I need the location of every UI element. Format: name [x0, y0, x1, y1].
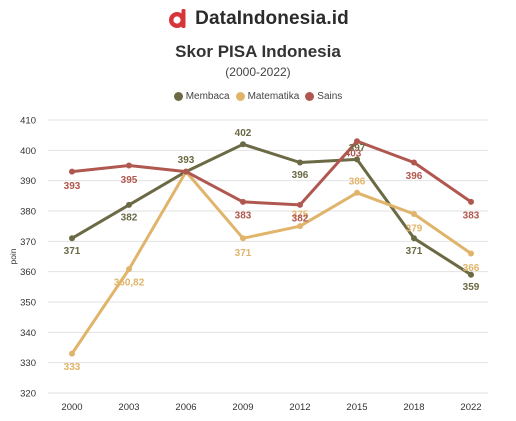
y-tick-label: 360 — [20, 267, 36, 278]
legend-marker-membaca — [173, 92, 183, 101]
data-point-membaca — [69, 235, 75, 242]
y-tick-label: 380 — [20, 207, 36, 218]
data-point-membaca — [240, 141, 246, 148]
data-point-sains — [126, 162, 132, 169]
data-point-matematika — [468, 250, 474, 257]
data-point-matematika — [354, 189, 360, 196]
data-label-membaca: 402 — [235, 128, 252, 139]
data-point-sains — [411, 159, 417, 166]
legend-label-sains: Sains — [317, 91, 343, 102]
x-tick-label: 2018 — [403, 402, 424, 413]
data-indonesia-logo-icon — [169, 9, 186, 28]
x-tick-label: 2000 — [61, 402, 82, 413]
data-label-sains: 383 — [463, 210, 480, 221]
brand-header: DataIndonesia.id — [0, 8, 516, 30]
data-label-sains: 396 — [406, 171, 423, 182]
data-point-sains — [69, 168, 75, 175]
data-point-membaca — [126, 201, 132, 208]
x-tick-label: 2022 — [460, 402, 481, 413]
y-tick-label: 330 — [20, 358, 36, 369]
data-point-matematika — [411, 211, 417, 218]
data-label-sains: 383 — [235, 210, 252, 221]
legend-marker-matematika — [235, 92, 245, 101]
chart-legend: Membaca Matematika Sains — [0, 91, 516, 102]
data-label-matematika: 333 — [64, 362, 81, 373]
legend-marker-sains — [305, 92, 315, 101]
y-tick-label: 370 — [20, 237, 36, 248]
legend-label-matematika: Matematika — [247, 91, 300, 102]
x-tick-label: 2015 — [346, 402, 367, 413]
data-point-sains — [240, 198, 246, 205]
series-line-membaca — [70, 142, 473, 277]
x-tick-label: 2012 — [289, 402, 310, 413]
x-tick-label: 2006 — [175, 402, 196, 413]
series-line-sains — [70, 139, 473, 207]
data-label-membaca: 396 — [292, 170, 309, 181]
legend-item-membaca: Membaca — [173, 91, 230, 102]
data-point-membaca — [297, 159, 303, 166]
data-point-matematika — [240, 235, 246, 242]
data-point-matematika — [297, 223, 303, 230]
data-point-matematika — [126, 266, 132, 273]
data-label-matematika: 379 — [406, 224, 423, 235]
data-label-membaca: 382 — [121, 212, 138, 223]
data-label-membaca: 371 — [406, 246, 423, 257]
chart-title: Skor PISA Indonesia — [175, 42, 341, 61]
y-tick-label: 410 — [20, 116, 36, 127]
x-tick-label: 2003 — [118, 402, 139, 413]
data-label-matematika: 386 — [349, 176, 366, 187]
data-label-membaca: 371 — [64, 246, 81, 257]
data-point-sains — [354, 138, 360, 145]
y-tick-label: 320 — [20, 389, 36, 400]
data-label-matematika: 366 — [463, 263, 480, 274]
data-label-membaca: 359 — [463, 282, 480, 293]
data-label-sains: 382 — [292, 213, 309, 224]
data-point-matematika — [69, 350, 75, 357]
data-point-sains — [468, 198, 474, 205]
y-tick-label: 340 — [20, 328, 36, 339]
data-point-sains — [183, 168, 189, 175]
data-label-matematika: 360,82 — [114, 278, 145, 289]
data-label-sains: 395 — [121, 175, 138, 186]
data-point-sains — [297, 201, 303, 208]
y-tick-label: 400 — [20, 146, 36, 157]
data-label-sains: 393 — [64, 181, 81, 192]
data-label-matematika: 375 — [292, 210, 309, 221]
data-point-membaca — [411, 235, 417, 242]
data-point-membaca — [354, 156, 360, 163]
brand-name: DataIndonesia.id — [195, 8, 349, 29]
series-line-matematika — [70, 170, 473, 356]
y-tick-label: 390 — [20, 176, 36, 187]
legend-item-sains: Sains — [305, 91, 342, 102]
chart-subtitle: (2000-2022) — [225, 65, 291, 79]
y-tick-label: 350 — [20, 298, 36, 309]
data-label-matematika: 371 — [235, 248, 252, 259]
data-label-sains: 403 — [345, 149, 362, 160]
y-axis-label: poin — [8, 248, 18, 264]
legend-label-membaca: Membaca — [185, 91, 230, 102]
data-label-membaca: 393 — [178, 155, 195, 166]
x-tick-label: 2009 — [232, 402, 253, 413]
data-point-membaca — [468, 271, 474, 278]
data-label-membaca: 397 — [349, 143, 366, 154]
legend-item-matematika: Matematika — [235, 91, 300, 102]
